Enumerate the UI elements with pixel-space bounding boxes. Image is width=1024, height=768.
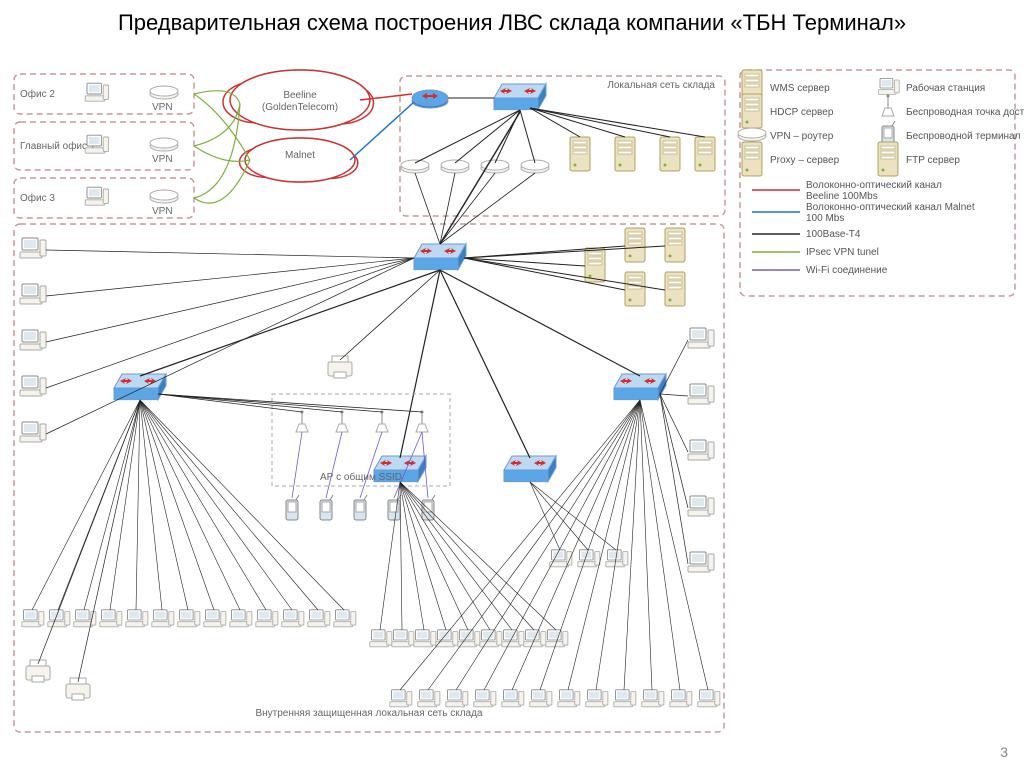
svg-text:Wi-Fi соединение: Wi-Fi соединение bbox=[806, 265, 888, 276]
svg-text:Беспроводной терминал: Беспроводной терминал bbox=[906, 131, 1021, 142]
svg-text:Волоконно-оптический канал Mal: Волоконно-оптический канал Malnet bbox=[806, 202, 975, 213]
svg-text:Beeline 100Mbs: Beeline 100Mbs bbox=[806, 191, 878, 202]
svg-text:VPN: VPN bbox=[152, 154, 173, 165]
svg-text:FTP сервер: FTP сервер bbox=[906, 155, 960, 166]
network-diagram: Офис 2 VPN Главный офис 1 VPN Офис 3 VPN Beeli… bbox=[0, 0, 1024, 768]
svg-text:Волоконно-оптический канал: Волоконно-оптический канал bbox=[806, 180, 942, 191]
svg-text:Офис 2: Офис 2 bbox=[20, 88, 55, 100]
svg-text:VPN – роутер: VPN – роутер bbox=[770, 131, 834, 142]
svg-text:100 Mbs: 100 Mbs bbox=[806, 213, 844, 224]
svg-text:Локальная сеть склада: Локальная сеть склада bbox=[607, 80, 715, 91]
svg-text:(GoldenTelecom): (GoldenTelecom) bbox=[262, 102, 338, 113]
svg-text:VPN: VPN bbox=[152, 102, 173, 113]
svg-text:HDCP сервер: HDCP сервер bbox=[770, 107, 834, 118]
svg-text:Рабочая станция: Рабочая станция bbox=[906, 82, 985, 94]
svg-text:VPN: VPN bbox=[152, 206, 173, 217]
svg-text:Главный офис 1: Главный офис 1 bbox=[20, 140, 96, 152]
svg-text:100Base-T4: 100Base-T4 bbox=[806, 229, 861, 240]
svg-text:Beeline: Beeline bbox=[283, 90, 317, 101]
svg-text:Proxy – сервер: Proxy – сервер bbox=[770, 155, 840, 166]
svg-text:WMS сервер: WMS сервер bbox=[770, 83, 830, 94]
svg-text:Malnet: Malnet bbox=[285, 150, 315, 161]
svg-text:Офис 3: Офис 3 bbox=[20, 192, 55, 204]
svg-text:Беспроводная точка доступа: Беспроводная точка доступа bbox=[906, 107, 1024, 118]
svg-text:Внутренняя защищенная локальна: Внутренняя защищенная локальная сеть скл… bbox=[255, 708, 482, 719]
svg-text:IPsec VPN tunel: IPsec VPN tunel bbox=[806, 247, 879, 258]
